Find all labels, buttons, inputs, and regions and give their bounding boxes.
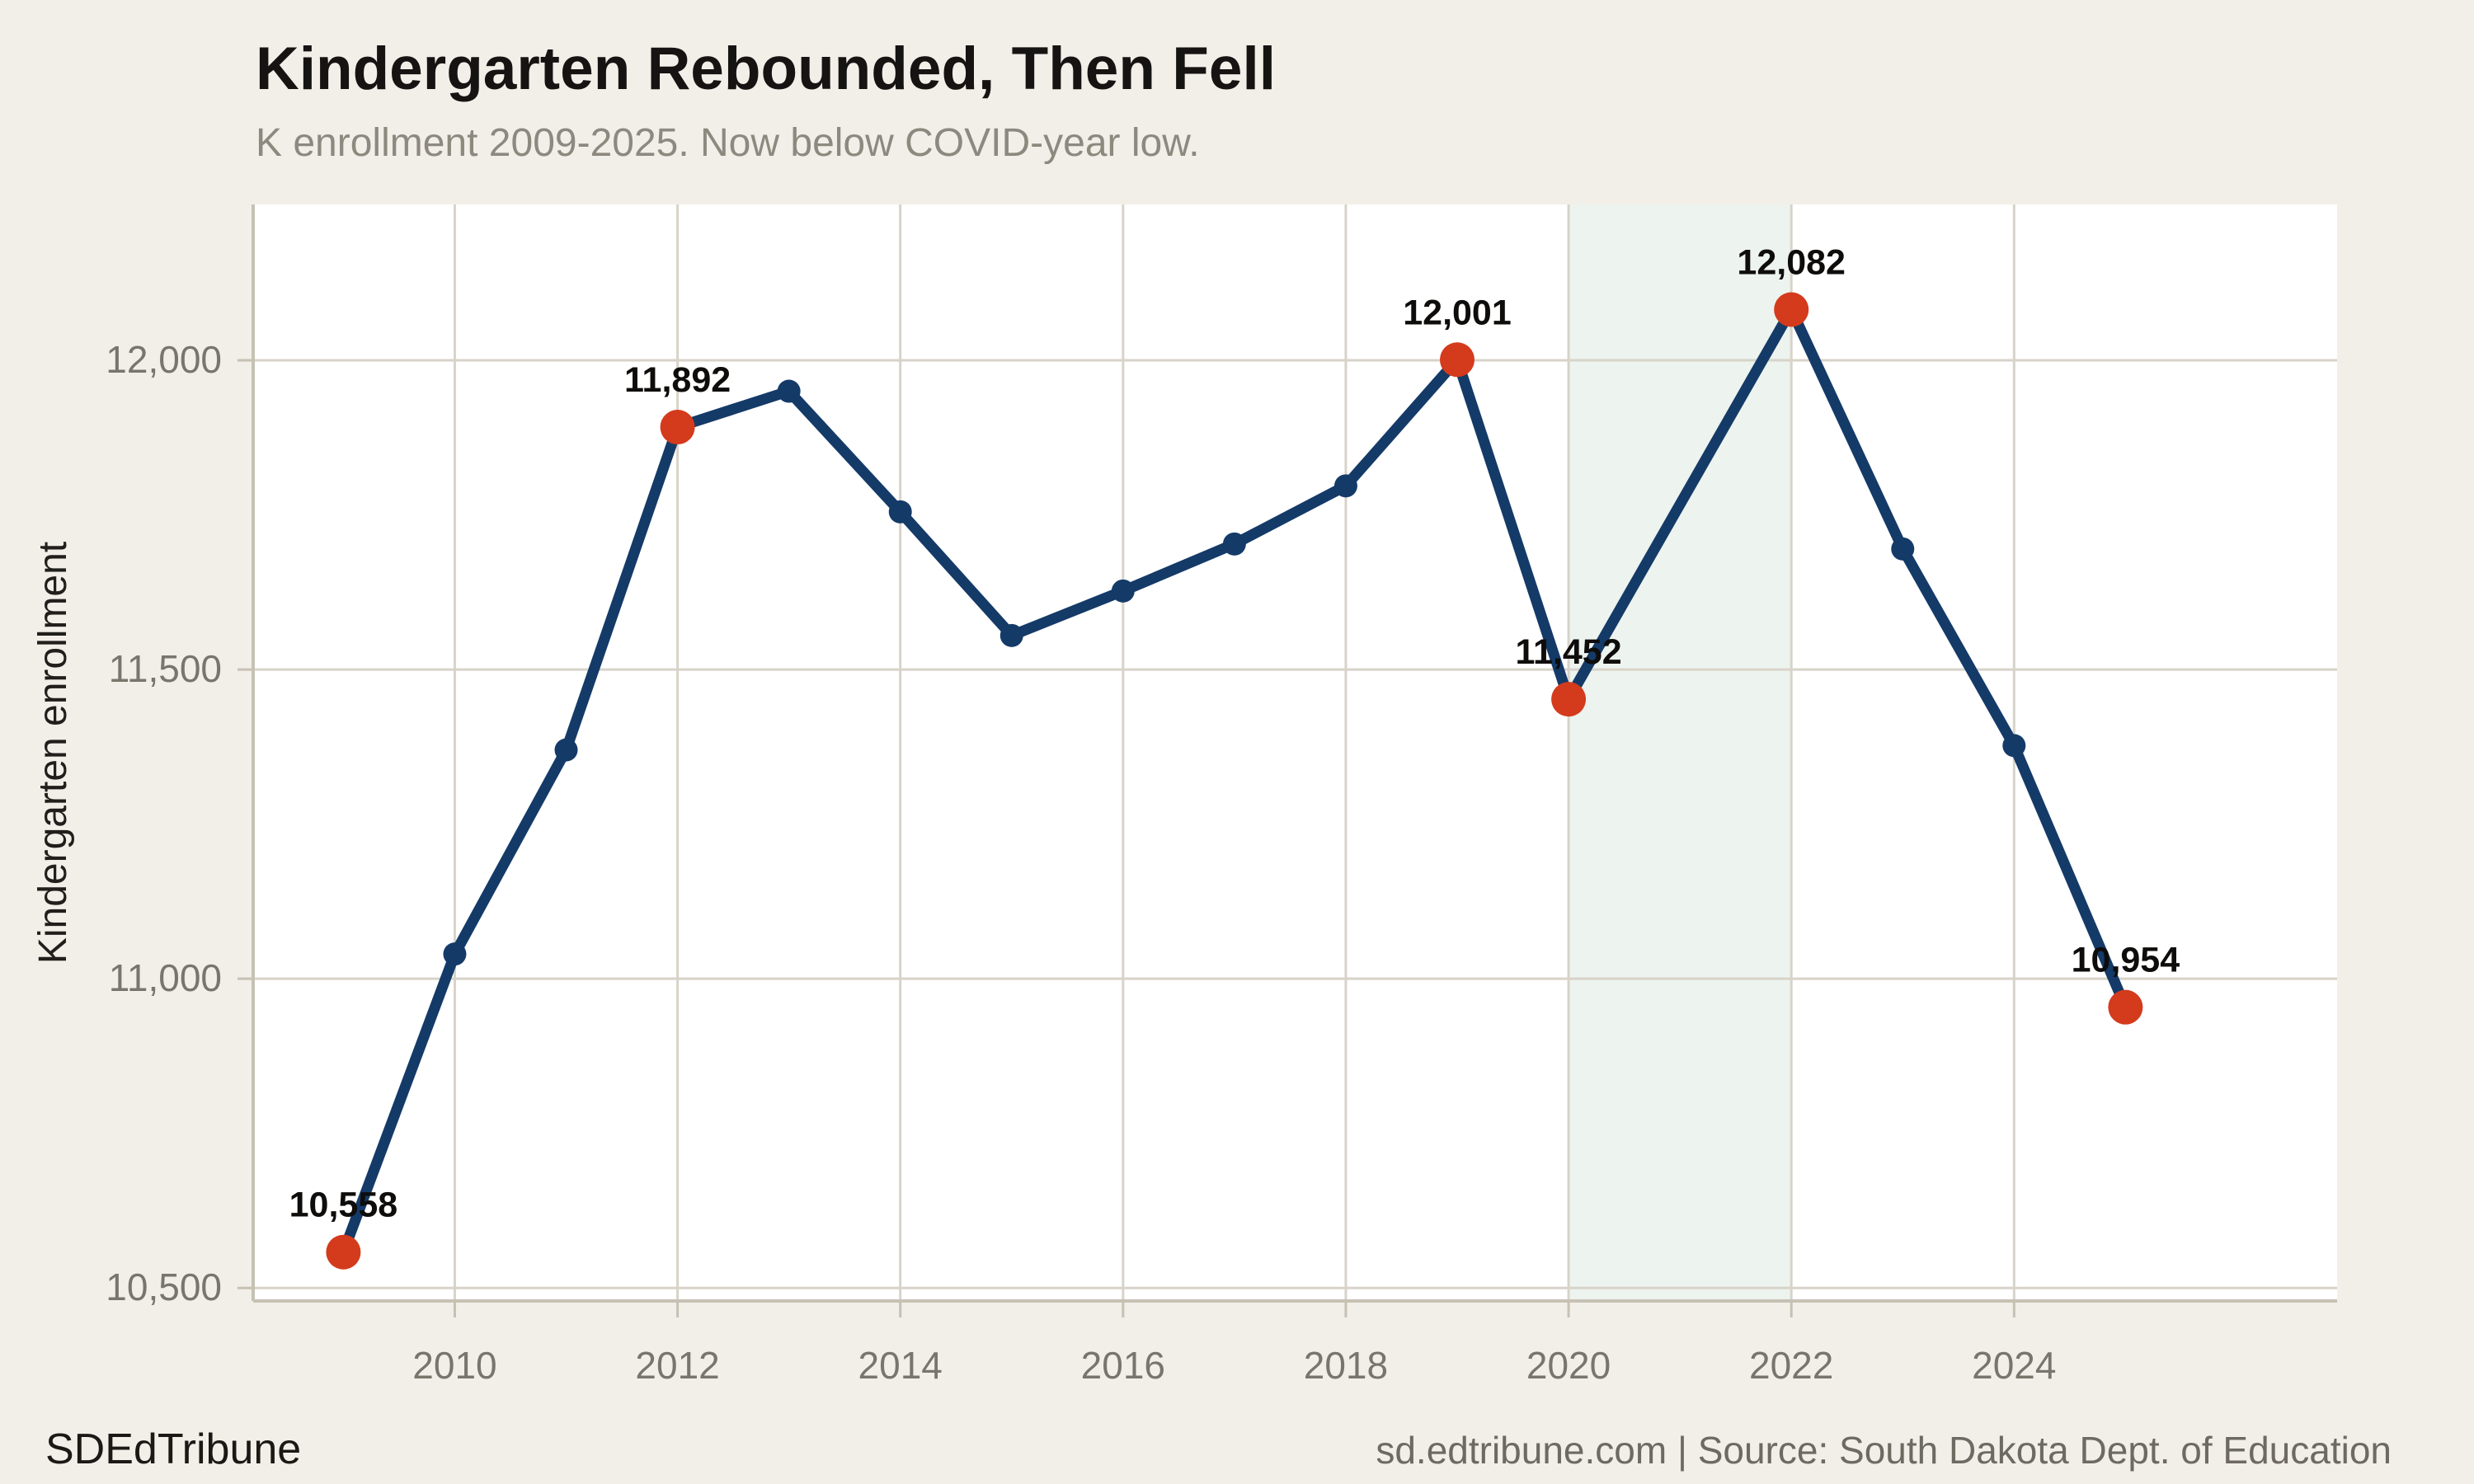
data-point [999, 623, 1023, 647]
y-tick-label: 12,000 [106, 338, 222, 381]
data-point [1891, 537, 1915, 561]
x-tick-label: 2020 [1526, 1344, 1611, 1387]
point-value-label: 11,452 [1515, 632, 1621, 672]
point-value-label: 10,954 [2072, 941, 2180, 980]
data-point [554, 738, 578, 762]
point-value-label: 12,001 [1403, 293, 1512, 332]
plot-area [253, 204, 2337, 1301]
footer-brand: SDEdTribune [45, 1425, 302, 1473]
x-tick-label: 2010 [412, 1344, 496, 1387]
highlight-data-point [1440, 342, 1475, 378]
footer-source-attribution: sd.edtribune.com | Source: South Dakota … [1376, 1429, 2392, 1472]
highlight-data-point [2108, 989, 2143, 1025]
point-value-label: 10,558 [289, 1186, 398, 1225]
highlight-data-point [660, 410, 695, 445]
point-value-label: 11,892 [624, 360, 731, 400]
y-tick-label: 11,500 [109, 647, 222, 690]
x-tick-label: 2022 [1749, 1344, 1833, 1387]
data-point [888, 500, 912, 524]
x-tick-label: 2014 [858, 1344, 943, 1387]
y-tick-label: 11,000 [109, 956, 222, 999]
data-point [2002, 734, 2026, 758]
x-tick-label: 2012 [635, 1344, 719, 1387]
data-point [1333, 474, 1357, 498]
series-line [337, 304, 2131, 1258]
highlight-data-point [1551, 682, 1587, 717]
y-tick-label: 10,500 [106, 1266, 222, 1308]
x-tick-label: 2016 [1081, 1344, 1165, 1387]
x-tick-label: 2018 [1304, 1344, 1388, 1387]
data-point [1222, 532, 1246, 556]
data-point [777, 379, 801, 403]
x-tick-label: 2024 [1972, 1344, 2056, 1387]
data-point [443, 942, 467, 966]
covid-highlight-band [1569, 204, 1792, 1301]
chart-title: Kindergarten Rebounded, Then Fell [256, 35, 1277, 102]
chart-subtitle: K enrollment 2009-2025. Now below COVID-… [256, 121, 1200, 165]
data-point [1111, 579, 1135, 603]
highlight-data-point [326, 1234, 361, 1270]
highlight-data-point [1774, 292, 1809, 327]
y-axis-title: Kindergarten enrollment [31, 542, 75, 964]
point-value-label: 12,082 [1737, 243, 1846, 283]
